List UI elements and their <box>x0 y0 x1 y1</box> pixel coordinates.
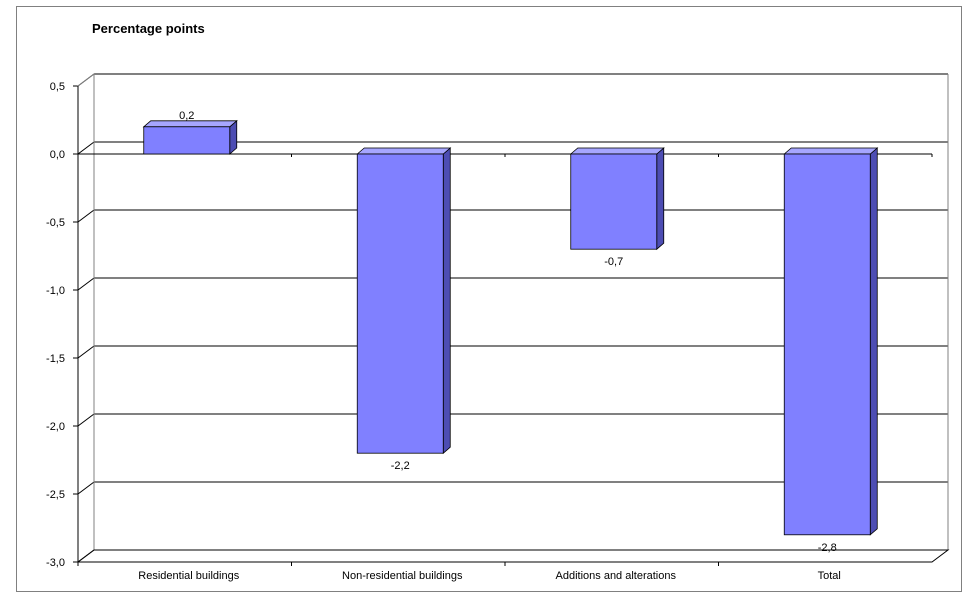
bar-top <box>356 147 452 155</box>
floor <box>76 549 950 563</box>
chart-title: Percentage points <box>92 21 205 36</box>
data-label: 0,2 <box>179 110 194 122</box>
bar-side <box>656 147 665 251</box>
y-tick-label: -1,5 <box>46 353 65 365</box>
bar-front <box>356 153 444 454</box>
gridline-depth <box>77 141 95 155</box>
bar-top <box>569 147 665 155</box>
bar-top <box>783 147 879 155</box>
y-tick-labels: 0,5 0,0 -0,5 -1,0 -1,5 -2,0 -2,5 -3,0 <box>46 81 65 569</box>
chart-frame <box>16 6 962 592</box>
y-tick-label: -2,5 <box>46 489 65 501</box>
bar <box>142 119 238 155</box>
category-label: Additions and alterations <box>556 570 677 582</box>
category-labels: Residential buildings Non-residential bui… <box>138 570 841 582</box>
data-labels: 0,2 -2,2 -0,7 -2,8 <box>179 110 837 554</box>
bar <box>783 147 879 536</box>
category-label: Total <box>818 570 841 582</box>
y-tick-label: -1,0 <box>46 285 65 297</box>
category-label: Residential buildings <box>138 570 239 582</box>
bar-front <box>143 126 231 155</box>
bar-side <box>869 147 878 536</box>
gridline-depth <box>77 277 95 291</box>
gridline-depth <box>77 481 95 495</box>
data-label: -2,8 <box>818 542 837 554</box>
bar-front <box>783 153 871 536</box>
gridline-depth <box>77 413 95 427</box>
gridline-depth <box>77 209 95 223</box>
y-tick-label: 0,5 <box>50 81 65 93</box>
left-wall <box>77 73 95 563</box>
bar-side <box>442 147 451 455</box>
bars <box>142 119 879 536</box>
data-label: -2,2 <box>391 460 410 472</box>
bar-front <box>570 153 658 250</box>
gridline-depth <box>77 345 95 359</box>
y-tick-label: -2,0 <box>46 421 65 433</box>
bar <box>356 147 452 455</box>
y-tick-label: -0,5 <box>46 217 65 229</box>
data-label: -0,7 <box>604 256 623 268</box>
y-tick-label: -3,0 <box>46 557 65 569</box>
bar <box>569 147 665 251</box>
y-tick-label: 0,0 <box>50 149 65 161</box>
category-label: Non-residential buildings <box>342 570 463 582</box>
